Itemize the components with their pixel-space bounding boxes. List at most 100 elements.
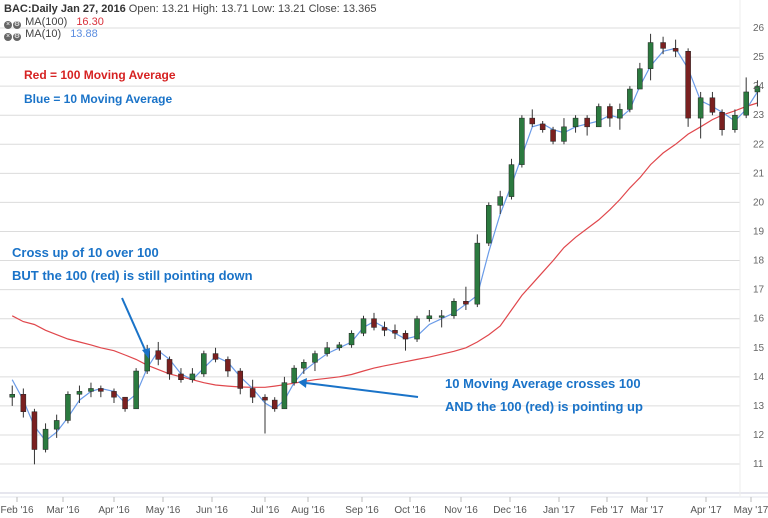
candle-body xyxy=(584,117,590,128)
x-tick-label: Feb '16 xyxy=(0,505,33,516)
remove-icon[interactable]: × xyxy=(4,33,12,41)
indicator-label: MA(100) xyxy=(25,16,68,28)
candle-body xyxy=(133,370,139,410)
remove-icon[interactable]: × xyxy=(4,21,12,29)
candle xyxy=(572,115,579,133)
candle-body xyxy=(508,164,515,197)
candle-body xyxy=(88,388,94,392)
candle-body xyxy=(617,109,623,119)
gear-icon[interactable]: ⚙ xyxy=(13,33,21,41)
candle xyxy=(617,103,623,130)
candle xyxy=(474,234,481,308)
candle-body xyxy=(348,332,355,346)
y-tick-label: 23 xyxy=(753,110,765,121)
candle-body xyxy=(561,126,567,142)
candle xyxy=(529,109,536,127)
candle xyxy=(360,315,367,337)
candle xyxy=(111,388,117,404)
annotation-second-line2: AND the 100 (red) is pointing up xyxy=(445,399,643,414)
candle xyxy=(486,202,492,247)
ma100-group xyxy=(11,102,758,388)
candle-body xyxy=(709,97,716,113)
candle-body xyxy=(360,318,367,334)
candle-body xyxy=(392,330,398,334)
y-tick-label: 22 xyxy=(753,139,765,150)
candle-body xyxy=(9,394,15,398)
candle xyxy=(637,62,643,90)
y-axis: 11 12 13 14 15 16 17 18 19 20 21 22 23 24 25 26 xyxy=(753,23,765,470)
candle-body xyxy=(65,394,71,421)
y-tick-label: 25 xyxy=(753,52,765,63)
candle-body xyxy=(76,391,83,395)
y-tick-label: 26 xyxy=(753,23,765,34)
x-tick-label: Oct '16 xyxy=(394,505,426,516)
candle-body xyxy=(201,353,207,375)
gear-icon[interactable]: ⚙ xyxy=(13,21,21,29)
candle-body xyxy=(31,411,38,450)
annotation-first-line2: BUT the 100 (red) is still pointing down xyxy=(12,268,253,283)
arrow-cross-second xyxy=(305,382,419,398)
y-tick-label: 12 xyxy=(753,430,765,441)
candle xyxy=(98,385,104,398)
y-tick-label: 16 xyxy=(753,314,765,325)
candle xyxy=(627,86,633,113)
candle xyxy=(508,158,515,200)
x-tick-label: Jul '16 xyxy=(251,505,280,516)
candle-body xyxy=(438,315,445,318)
y-tick-label: 18 xyxy=(753,256,765,267)
x-tick-label: Mar '17 xyxy=(630,505,663,516)
candle xyxy=(291,365,297,386)
candle-body xyxy=(324,347,330,354)
candle xyxy=(550,126,556,145)
x-tick-label: May '16 xyxy=(146,505,181,516)
x-tick-label: Nov '16 xyxy=(444,505,478,516)
candle xyxy=(42,423,49,453)
candle-body xyxy=(672,48,679,52)
candle xyxy=(371,312,377,331)
candle xyxy=(438,309,445,328)
ma100-line xyxy=(11,102,758,388)
candle xyxy=(178,368,184,383)
candle-body xyxy=(463,301,469,305)
candle xyxy=(225,356,231,377)
candle-body xyxy=(271,399,278,410)
candle xyxy=(201,350,207,377)
candle xyxy=(76,385,83,404)
candle-body xyxy=(249,388,256,398)
date-label: Jan 27, 2016 xyxy=(60,3,126,15)
x-tick-label: Jun '16 xyxy=(196,505,228,516)
x-tick-label: Apr '17 xyxy=(690,505,722,516)
candle xyxy=(133,368,139,410)
candle xyxy=(595,103,602,128)
candle-body xyxy=(539,123,546,130)
candle-body xyxy=(685,51,691,119)
x-tick-label: Dec '16 xyxy=(493,505,527,516)
x-tick-label: May '17 xyxy=(734,505,768,516)
candle-body xyxy=(53,420,60,430)
candle xyxy=(426,309,433,322)
candle xyxy=(324,341,330,357)
candle-body xyxy=(312,353,318,363)
annotation-second-line1: 10 Moving Average crosses 100 xyxy=(445,376,641,391)
candle xyxy=(719,109,725,136)
candle xyxy=(312,350,318,372)
candle xyxy=(189,368,196,383)
candle xyxy=(672,39,679,58)
candles xyxy=(9,33,761,465)
x-tick-label: Apr '16 xyxy=(98,505,130,516)
indicator-ma100: × ⚙ MA(100) 16.30 xyxy=(4,16,104,29)
candle-body xyxy=(647,42,654,69)
candle-body xyxy=(497,196,503,206)
candle-body xyxy=(595,106,602,128)
candle xyxy=(336,341,343,351)
candle xyxy=(348,330,355,348)
candle-body xyxy=(20,394,27,412)
candle-body xyxy=(637,68,643,90)
candle xyxy=(607,103,613,127)
candle-body xyxy=(166,359,173,375)
candle-body xyxy=(697,97,704,119)
candle xyxy=(709,91,716,116)
y-tick-label: 20 xyxy=(753,197,765,208)
y-tick-label: 19 xyxy=(753,226,765,237)
gridlines xyxy=(0,0,768,498)
